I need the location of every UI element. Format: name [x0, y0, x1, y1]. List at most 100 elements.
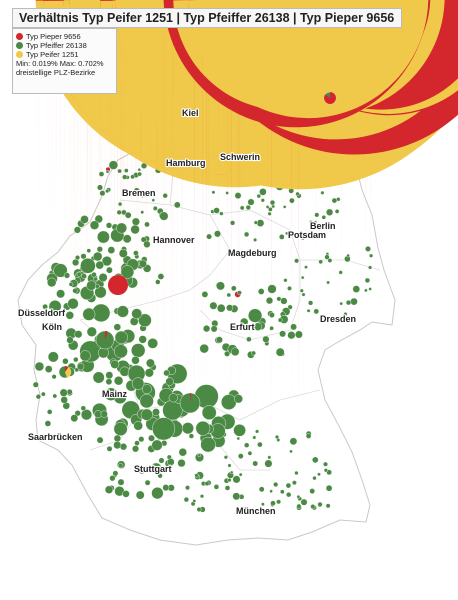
postal-district-pie — [237, 0, 293, 296]
postal-district-pie — [152, 0, 429, 441]
pie-slice-pfeiffer — [320, 190, 325, 195]
city-label-berlin: Berlin — [310, 221, 336, 231]
pie-slice-pieper — [324, 92, 337, 104]
city-label-kiel: Kiel — [182, 108, 199, 118]
postal-district-pie — [240, 0, 322, 327]
pie-slice-pfeiffer — [197, 453, 201, 458]
postal-district-pie — [194, 0, 458, 478]
postal-district-pie — [275, 0, 353, 357]
postal-district-pie — [122, 0, 177, 180]
pie-slice-pfeiffer — [131, 308, 143, 320]
pie-slice-peifer — [187, 0, 429, 429]
pie-slice-pfeiffer — [52, 393, 58, 399]
pie-slice-pfeiffer — [131, 343, 146, 358]
pie-slice-pfeiffer — [81, 273, 87, 279]
pie-slice-pfeiffer — [138, 335, 147, 344]
postal-district-pie — [297, 0, 304, 293]
pie-slice-pfeiffer — [100, 410, 108, 418]
postal-district-pie — [137, 0, 170, 172]
postal-district-pie — [324, 0, 330, 260]
pie-slice-pfeiffer — [76, 271, 82, 277]
pie-slice-peifer — [196, 0, 458, 476]
postal-district-pie — [287, 0, 336, 340]
postal-district-pie — [265, 0, 301, 305]
pie-slice-pfeiffer — [151, 487, 164, 500]
pie-slice-pfeiffer — [66, 336, 74, 344]
city-label-koeln: Köln — [42, 322, 62, 332]
pie-slice-pfeiffer — [96, 436, 104, 444]
postal-district-pie — [293, 0, 338, 204]
city-label-stuttgart: Stuttgart — [134, 464, 172, 474]
legend-range: Min: 0.019% Max: 0.702% — [16, 59, 104, 68]
postal-district-pie — [108, 0, 166, 170]
pie-slice-pieper — [199, 0, 458, 510]
postal-district-pie — [226, 0, 308, 312]
pie-slice-pfeiffer — [277, 317, 283, 323]
postal-district-pie — [298, 0, 308, 269]
city-label-dresden: Dresden — [320, 314, 356, 324]
pie-slice-pfeiffer — [140, 210, 145, 215]
postal-district-pie — [230, 0, 352, 357]
postal-district-pie — [196, 0, 458, 512]
pie-slice-pfeiffer — [276, 499, 282, 505]
legend-item-pfeiffer: Typ Pfeiffer 26138 — [16, 41, 113, 50]
postal-district-pie — [268, 0, 315, 318]
pie-slice-pfeiffer — [294, 470, 299, 476]
pie-slice-pfeiffer — [73, 356, 79, 363]
postal-district-pie — [137, 0, 175, 177]
legend-item-pieper: Typ Pieper 9656 — [16, 32, 113, 41]
postal-district-pie — [107, 274, 129, 296]
pie-slice-pfeiffer — [269, 325, 274, 331]
postal-district-pie — [230, 0, 289, 292]
postal-district-pie — [305, 0, 436, 439]
postal-district-pie — [345, 0, 371, 252]
pie-slice-pfeiffer — [279, 330, 287, 338]
pie-slice-pfeiffer — [47, 351, 59, 363]
pie-slice-pfeiffer — [296, 494, 301, 499]
city-label-mainz: Mainz — [102, 389, 128, 399]
city-label-saarbruecken: Saarbrücken — [28, 432, 83, 442]
pie-slice-pieper — [105, 331, 108, 340]
postal-district-pie — [269, 0, 329, 331]
pie-slice-pfeiffer — [117, 201, 123, 207]
postal-district-pie — [58, 365, 72, 379]
legend-swatch-pieper — [16, 33, 23, 40]
pie-slice-pfeiffer — [117, 168, 122, 174]
pie-slice-pfeiffer — [201, 291, 209, 298]
postal-district-pie — [262, 0, 340, 343]
postal-district-pie — [364, 0, 371, 284]
legend-item-peifer: Typ Peifer 1251 — [16, 50, 113, 59]
pie-slice-pfeiffer — [119, 366, 130, 377]
postal-district-pie — [338, 0, 343, 275]
legend-label-pfeiffer: Typ Pfeiffer 26138 — [26, 41, 87, 50]
postal-district-pie — [279, 0, 334, 338]
postal-district-pie — [124, 0, 171, 173]
pie-slice-pfeiffer — [308, 300, 314, 306]
city-label-hamburg: Hamburg — [166, 158, 206, 168]
city-label-potsdam: Potsdam — [288, 230, 326, 240]
postal-district-pie — [289, 0, 442, 446]
pie-slice-pfeiffer — [140, 408, 153, 421]
pie-slice-pfeiffer — [113, 323, 121, 331]
pie-slice-pfeiffer — [285, 482, 292, 489]
pie-slice-pfeiffer — [113, 434, 122, 443]
postal-district-pie — [290, 0, 327, 331]
pie-slice-pfeiffer — [369, 253, 374, 258]
postal-district-pie — [248, 0, 316, 323]
pie-slice-pfeiffer — [232, 492, 241, 501]
pie-slice-pfeiffer — [364, 277, 371, 284]
pie-slice-pfeiffer — [290, 323, 297, 331]
pie-slice-pfeiffer — [137, 167, 142, 172]
postal-district-pie — [159, 0, 217, 221]
postal-district-pie — [312, 0, 458, 464]
postal-district-pie — [253, 0, 327, 331]
postal-district-pie — [95, 330, 115, 350]
city-label-hannover: Hannover — [153, 235, 195, 245]
postal-district-pie — [280, 0, 302, 305]
pie-slice-pfeiffer — [201, 405, 217, 420]
pie-slice-pfeiffer — [253, 220, 258, 225]
pie-slice-pfeiffer — [133, 421, 143, 431]
city-label-duesseldorf: Düsseldorf — [18, 308, 66, 318]
postal-district-pie — [197, 453, 201, 458]
postal-district-pie — [236, 0, 328, 331]
